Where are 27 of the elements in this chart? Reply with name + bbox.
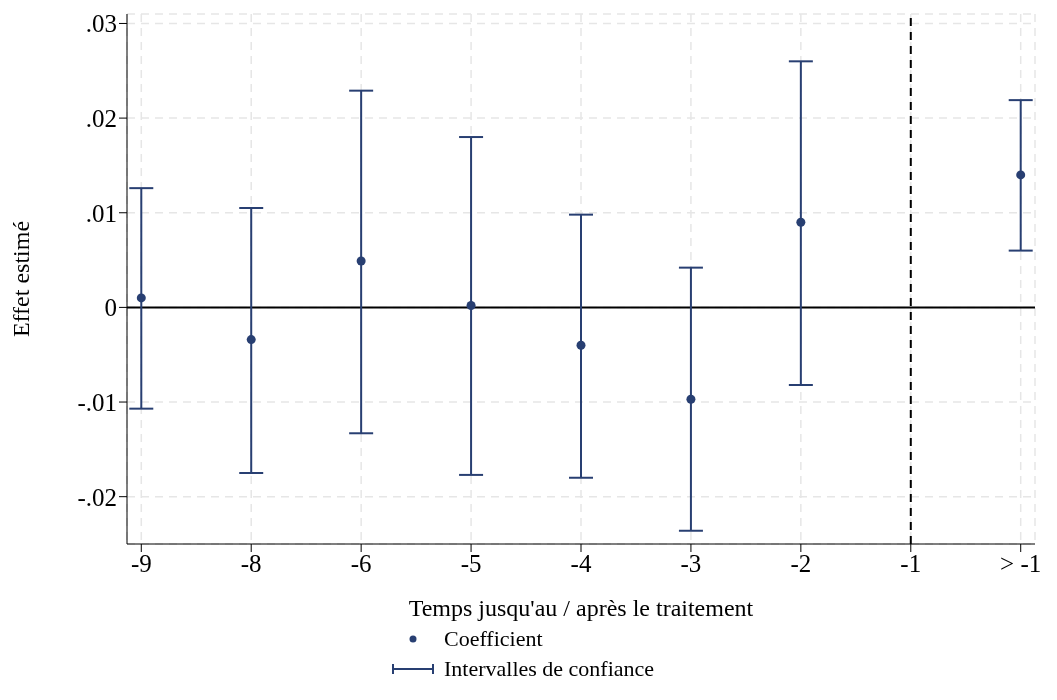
y-tick-label: -.01 bbox=[77, 388, 117, 416]
point bbox=[356, 256, 366, 266]
x-tick-label: -2 bbox=[790, 549, 812, 577]
y-tick-label: .01 bbox=[85, 199, 117, 227]
point bbox=[796, 217, 806, 227]
y-tick-label: 0 bbox=[104, 294, 117, 322]
text: Intervalles de confiance bbox=[444, 656, 655, 682]
x-tick-label: -1 bbox=[900, 549, 922, 577]
x-tick-label: -3 bbox=[680, 549, 702, 577]
point bbox=[576, 340, 586, 350]
legend-label: Coefficient bbox=[444, 626, 543, 652]
point bbox=[136, 293, 146, 303]
x-tick-label: -4 bbox=[570, 549, 592, 577]
y-axis-title: Effet estimé bbox=[7, 220, 34, 338]
x-tick-label: -5 bbox=[460, 549, 482, 577]
x-axis-title: Temps jusqu'au / après le traitement bbox=[408, 595, 754, 621]
point bbox=[686, 394, 696, 404]
y-tick-label: .03 bbox=[85, 10, 117, 38]
point bbox=[466, 301, 476, 310]
x-tick-label: -8 bbox=[240, 549, 262, 577]
point bbox=[246, 335, 256, 345]
x-tick-label: > -1 bbox=[1000, 549, 1042, 577]
y-tick-label: -.02 bbox=[77, 483, 117, 511]
x-tick-label: -6 bbox=[350, 549, 372, 577]
point bbox=[1016, 170, 1026, 180]
x-tick-label: -9 bbox=[130, 549, 152, 577]
y-tick-label: .02 bbox=[85, 104, 117, 132]
